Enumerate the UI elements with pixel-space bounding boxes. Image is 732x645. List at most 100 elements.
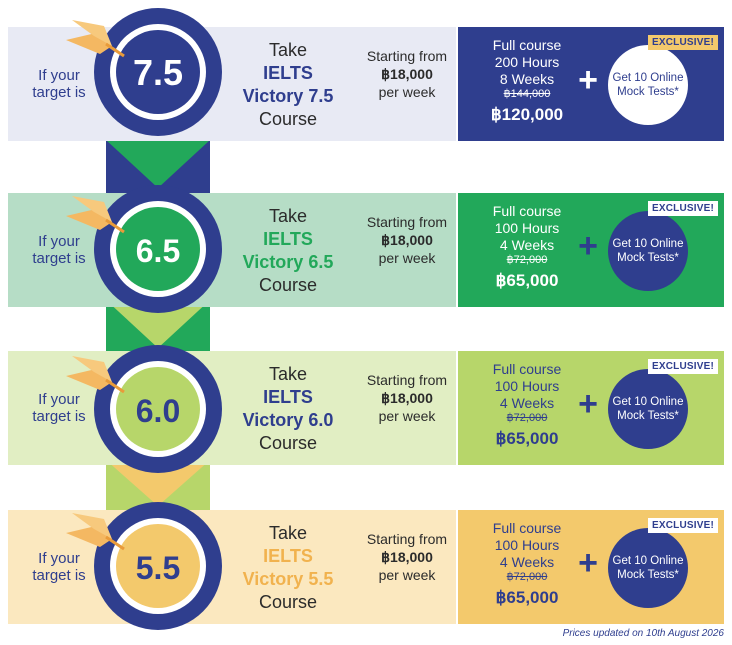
weeks-label: 4 Weeks: [499, 554, 555, 570]
exclusive-tag: EXCLUSIVE!: [647, 201, 718, 216]
course-name: Victory 6.5: [242, 252, 334, 272]
original-price: ฿72,000: [506, 412, 548, 424]
take-label: Take: [268, 40, 308, 60]
starting-from-label: Starting from: [366, 531, 448, 547]
weekly-price-block: Starting from ฿18,000 per week: [364, 530, 450, 584]
course-label: Course: [258, 275, 318, 295]
hours-label: 100 Hours: [494, 537, 560, 553]
course-label: Course: [258, 592, 318, 612]
score-value: 6.5: [136, 233, 180, 269]
original-price: ฿144,000: [503, 88, 551, 100]
mock-tests-badge: Get 10 Online Mock Tests*: [608, 369, 688, 449]
full-course-label: Full course: [492, 203, 562, 219]
full-course-panel: Full course 100 Hours 4 Weeks ฿72,000 ฿6…: [458, 351, 724, 465]
course-row-7-5[interactable]: If your target is Take IELTS Victory 7.5…: [8, 27, 724, 141]
exclusive-tag: EXCLUSIVE!: [647, 359, 718, 374]
full-course-panel: Full course 200 Hours 8 Weeks ฿144,000 ฿…: [458, 27, 724, 141]
course-title: Take IELTS Victory 5.5 Course: [232, 522, 344, 614]
weekly-price-block: Starting from ฿18,000 per week: [364, 47, 450, 101]
per-week-label: per week: [378, 250, 436, 266]
plus-icon: +: [578, 227, 598, 265]
course-info-panel: If your target is Take IELTS Victory 6.5…: [8, 193, 456, 307]
course-title: Take IELTS Victory 7.5 Course: [232, 39, 344, 131]
score-value: 5.5: [136, 550, 180, 586]
take-label: Take: [268, 206, 308, 226]
per-week-label: per week: [378, 567, 436, 583]
course-row-5-5[interactable]: If your target is Take IELTS Victory 5.5…: [8, 510, 724, 624]
course-row-6-0[interactable]: If your target is Take IELTS Victory 6.0…: [8, 351, 724, 465]
weekly-price-block: Starting from ฿18,000 per week: [364, 371, 450, 425]
arrow-icon: [66, 20, 125, 58]
weekly-price: ฿18,000: [381, 66, 433, 82]
weeks-label: 8 Weeks: [499, 71, 555, 87]
score-circle-5-5: 5.5: [94, 502, 222, 630]
discounted-price: ฿120,000: [490, 105, 564, 124]
full-course-label: Full course: [492, 37, 562, 53]
ielts-label: IELTS: [263, 387, 313, 407]
full-course-block: Full course 100 Hours 4 Weeks ฿72,000 ฿6…: [470, 203, 584, 293]
plus-icon: +: [578, 544, 598, 582]
mock-tests-badge: Get 10 Online Mock Tests*: [608, 45, 688, 125]
target-label: If your target is: [32, 67, 86, 101]
ielts-label: IELTS: [263, 229, 313, 249]
full-course-panel: Full course 100 Hours 4 Weeks ฿72,000 ฿6…: [458, 193, 724, 307]
discounted-price: ฿65,000: [495, 271, 559, 290]
course-label: Course: [258, 109, 318, 129]
course-label: Course: [258, 433, 318, 453]
per-week-label: per week: [378, 408, 436, 424]
weeks-label: 4 Weeks: [499, 237, 555, 253]
target-label: If your target is: [32, 391, 86, 425]
course-name: Victory 7.5: [242, 86, 334, 106]
plus-icon: +: [578, 61, 598, 99]
plus-icon: +: [578, 385, 598, 423]
course-info-panel: If your target is Take IELTS Victory 5.5…: [8, 510, 456, 624]
arrow-icon: [66, 356, 125, 394]
hours-label: 100 Hours: [494, 378, 560, 394]
discounted-price: ฿65,000: [495, 429, 559, 448]
full-course-panel: Full course 100 Hours 4 Weeks ฿72,000 ฿6…: [458, 510, 724, 624]
full-course-block: Full course 200 Hours 8 Weeks ฿144,000 ฿…: [470, 37, 584, 127]
weekly-price: ฿18,000: [381, 232, 433, 248]
ielts-label: IELTS: [263, 546, 313, 566]
original-price: ฿72,000: [506, 254, 548, 266]
score-value: 6.0: [136, 393, 180, 429]
full-course-label: Full course: [492, 361, 562, 377]
per-week-label: per week: [378, 84, 436, 100]
hours-label: 200 Hours: [494, 54, 560, 70]
hours-label: 100 Hours: [494, 220, 560, 236]
course-title: Take IELTS Victory 6.0 Course: [232, 363, 344, 455]
target-label: If your target is: [32, 233, 86, 267]
score-value: 7.5: [133, 52, 183, 93]
weekly-price: ฿18,000: [381, 549, 433, 565]
full-course-block: Full course 100 Hours 4 Weeks ฿72,000 ฿6…: [470, 520, 584, 610]
arrow-icon: [66, 196, 125, 234]
score-circle-7-5: 7.5: [94, 8, 222, 136]
exclusive-tag: EXCLUSIVE!: [647, 518, 718, 533]
starting-from-label: Starting from: [366, 372, 448, 388]
weekly-price-block: Starting from ฿18,000 per week: [364, 213, 450, 267]
course-row-6-5[interactable]: If your target is Take IELTS Victory 6.5…: [8, 193, 724, 307]
ielts-label: IELTS: [263, 63, 313, 83]
weekly-price: ฿18,000: [381, 390, 433, 406]
course-name: Victory 5.5: [242, 569, 334, 589]
starting-from-label: Starting from: [366, 48, 448, 64]
arrow-icon: [66, 513, 125, 551]
weeks-label: 4 Weeks: [499, 395, 555, 411]
discounted-price: ฿65,000: [495, 588, 559, 607]
mock-tests-badge: Get 10 Online Mock Tests*: [608, 528, 688, 608]
target-label: If your target is: [32, 550, 86, 584]
course-name: Victory 6.0: [242, 410, 334, 430]
price-update-note: Prices updated on 10th August 2026: [562, 628, 724, 639]
starting-from-label: Starting from: [366, 214, 448, 230]
take-label: Take: [268, 523, 308, 543]
take-label: Take: [268, 364, 308, 384]
original-price: ฿72,000: [506, 571, 548, 583]
score-circle-6-0: 6.0: [94, 345, 222, 473]
score-circle-6-5: 6.5: [94, 185, 222, 313]
full-course-label: Full course: [492, 520, 562, 536]
mock-tests-badge: Get 10 Online Mock Tests*: [608, 211, 688, 291]
full-course-block: Full course 100 Hours 4 Weeks ฿72,000 ฿6…: [470, 361, 584, 451]
course-title: Take IELTS Victory 6.5 Course: [232, 205, 344, 297]
